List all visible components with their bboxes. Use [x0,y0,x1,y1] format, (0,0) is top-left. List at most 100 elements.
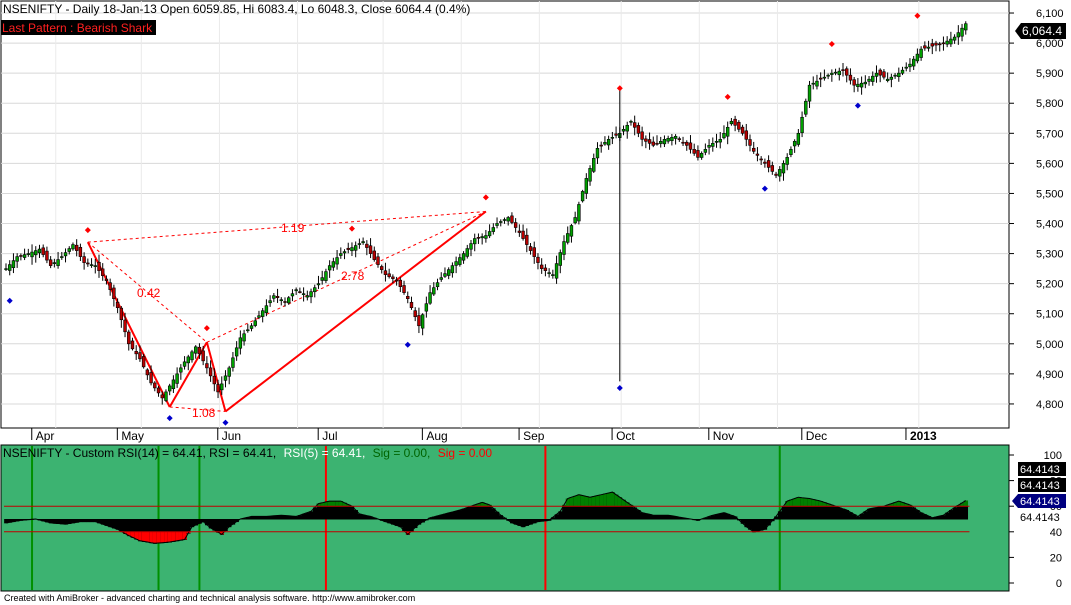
rsi-bar [844,510,849,520]
peak-marker [914,12,921,19]
x-axis-label: Jun [222,429,241,443]
rsi-overbought-fill [625,502,630,507]
candle-up [8,264,12,271]
candle-down [923,45,927,49]
candle-up [246,329,250,332]
rsi-bar [275,515,280,520]
rsi-bar [517,519,522,526]
trough-marker [6,297,13,304]
rsi-overbought-fill [610,492,615,507]
rsi-bar [253,516,258,520]
candle-up [499,221,503,223]
last-price-marker [1015,23,1066,39]
rsi-bar [93,519,98,523]
candle-up [242,333,246,342]
candle-up [625,124,629,132]
rsi-bar [573,495,578,520]
rsi-bar [870,508,876,520]
rsi-overbought-fill [822,502,827,507]
rsi-bar [175,519,180,542]
rsi-bar [394,519,399,526]
rsi-bar [528,519,533,525]
rsi-title-rsi5: RSI(5) = 64.41, [284,446,366,460]
rsi-bar [305,512,310,520]
rsi-bar [591,496,597,520]
candle-up [871,75,875,82]
rsi-overbought-fill [588,497,593,507]
rsi-bar [647,514,652,520]
rsi-bar [521,519,526,528]
candle-up [34,250,38,256]
rsi-bar [655,515,660,520]
candle-up [863,81,868,85]
price-tick-label: 4,900 [1036,369,1064,381]
rsi-bar [298,515,303,520]
rsi-overbought-fill [472,504,477,507]
rsi-bar [614,494,619,520]
rsi-overbought-fill [484,503,489,507]
rsi-bar [59,519,65,525]
harmonic-ratio-label: 0.42 [137,286,161,300]
rsi-overbought-fill [584,496,589,507]
rsi-bar [205,519,210,526]
candle-up [580,191,585,202]
rsi-bar [759,519,764,531]
rsi-bar [945,512,950,520]
candle-up [480,236,484,239]
candle-up [949,38,953,45]
candle-up [666,138,670,142]
rsi-bar [383,519,388,523]
rsi-bar [900,502,905,520]
rsi-bar [662,515,667,520]
candle-up [37,248,42,254]
rsi-bar [577,494,582,520]
rsi-oversold-fill [141,531,146,542]
candle-up [792,141,797,147]
candle-up [830,72,834,75]
candle-down [770,165,775,172]
candle-up [264,305,269,313]
candle-up [722,133,726,139]
rsi-overbought-fill [316,503,321,507]
candle-up [956,32,961,38]
candle-down [818,77,823,80]
trough-marker [854,102,861,109]
candle-up [71,244,75,250]
candle-down [752,147,756,152]
rsi-value-marker [1012,494,1066,508]
candle-down [539,264,544,269]
rsi-bar [279,515,284,520]
candle-up [822,76,827,79]
rsi-bar [491,508,496,520]
pattern-label: Last Pattern : Bearish Shark [2,21,153,35]
candle-down [82,256,86,263]
rsi-bar [439,514,444,520]
candle-up [718,139,722,143]
candle-down [510,215,514,223]
candle-down [74,244,79,251]
candle-down [744,130,748,140]
rsi-overbought-fill [599,494,604,507]
rsi-bar [11,519,16,523]
harmonic-ratio-label: 1.19 [281,221,305,235]
rsi-bar [48,519,53,524]
candle-up [272,295,276,299]
rsi-bar [171,519,176,542]
rsi-bar [71,519,76,524]
candle-up [659,141,663,144]
price-tick-label: 6,100 [1036,8,1064,20]
candle-down [298,291,302,293]
candle-up [595,148,600,159]
rsi-bar [502,517,507,520]
rsi-overbought-fill [480,502,485,507]
candle-down [97,261,101,271]
rsi-bar [919,512,924,520]
candle-up [915,53,920,62]
candle-up [428,292,432,304]
rsi-bar [643,513,649,520]
rsi-bar [580,495,585,520]
rsi-bar [245,517,251,520]
candle-down [19,255,23,257]
rsi-bar [930,517,935,520]
rsi-bar [677,517,682,520]
